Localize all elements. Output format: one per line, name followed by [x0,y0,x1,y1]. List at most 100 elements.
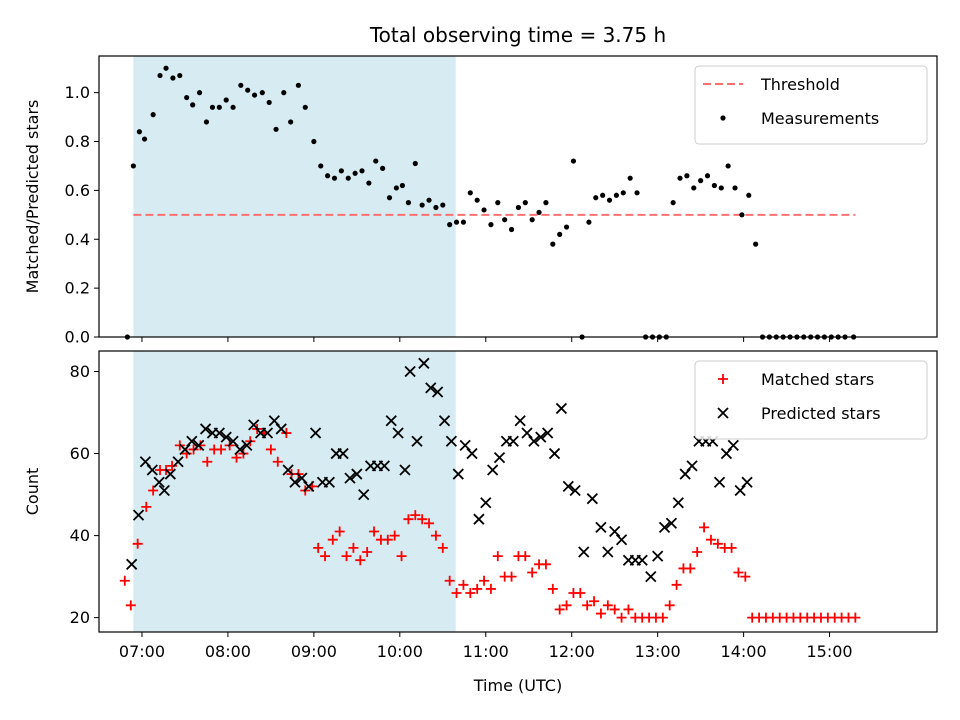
x-tick-label: 10:00 [377,642,423,661]
data-point [522,200,528,206]
data-point [309,427,322,439]
data-point [177,72,183,79]
data-point [199,423,212,435]
data-point [555,402,568,415]
data-point [514,415,526,427]
data-point [359,168,365,174]
data-point [289,476,301,488]
data-point [528,435,540,447]
data-point [266,99,272,106]
data-point [213,427,225,439]
data-point [141,501,152,512]
data-point [627,175,633,181]
data-point [386,195,393,201]
data-point [417,514,428,525]
data-point [732,185,738,191]
data-point [433,204,439,211]
data-point [460,219,467,225]
data-point [535,431,547,443]
data-point [582,600,593,611]
data-point [227,435,239,447]
axes-frame [98,350,938,633]
y-tick-label: 20 [70,608,90,627]
x-tick-label: 13:00 [635,642,681,661]
data-point [561,600,572,611]
data-point [351,468,363,480]
data-point [726,542,737,553]
series-1 [126,357,753,583]
data-point [606,197,613,203]
data-point [609,604,620,615]
data-point [452,468,464,480]
data-point [465,588,476,599]
data-point [521,427,533,439]
data-point [338,168,344,174]
data-point [172,456,184,468]
figure-title: Total observing time = 3.75 h [369,23,666,47]
data-point [554,604,565,615]
data-point [529,217,535,223]
data-point [369,526,380,537]
data-point [303,480,315,493]
data-point [209,104,216,110]
data-point [527,567,538,578]
legend-label: Predicted stars [761,404,881,423]
x-tick-label: 12:00 [549,642,595,661]
data-point [536,209,542,215]
data-point [620,190,626,196]
data-point [705,534,716,545]
data-point [645,570,657,583]
data-point [373,158,379,164]
data-point [488,222,494,228]
data-point [586,219,592,225]
data-point [720,447,733,460]
data-point [259,90,265,96]
data-point [167,460,178,471]
data-point [665,517,678,529]
data-point [184,94,190,101]
data-point [382,534,393,545]
data-point [679,468,691,480]
data-point [432,386,444,398]
data-point [410,510,421,521]
data-point [241,439,253,451]
data-point [609,525,621,538]
data-point [139,456,152,468]
data-point [458,579,469,590]
data-point [563,224,570,230]
legend: Matched stars Predicted stars [694,360,928,440]
axes-frame [98,55,938,338]
data-point [411,435,423,447]
data-point [148,485,159,496]
data-point [358,488,370,501]
y-tick-label: 0.0 [65,328,90,347]
data-point [615,534,628,546]
y-axis-label: Count [23,468,42,516]
data-point [741,476,753,488]
data-point [548,447,561,460]
data-point [313,542,324,553]
data-point [440,202,446,208]
data-point [540,559,551,570]
data-point [281,90,287,96]
data-point [850,612,861,623]
legend-label: Threshold [760,75,840,94]
series-0 [124,65,857,340]
data-point [570,158,577,164]
data-point [352,170,358,176]
data-point [170,75,176,81]
data-point [216,104,222,110]
ratio-panel: 0.0 0.2 0.4 0.6 0.8 1.0 Matched/Predicted star… [23,55,938,347]
data-point [399,182,405,189]
data-point [430,530,441,541]
data-point [602,600,613,611]
x-axis-label: Time (UTC) [473,676,562,695]
data-point [672,497,684,509]
data-point [492,551,503,562]
data-point [193,439,205,451]
data-point [623,604,634,615]
data-point [438,415,451,427]
data-point [636,554,648,566]
data-point [337,447,349,460]
data-point [691,185,697,191]
